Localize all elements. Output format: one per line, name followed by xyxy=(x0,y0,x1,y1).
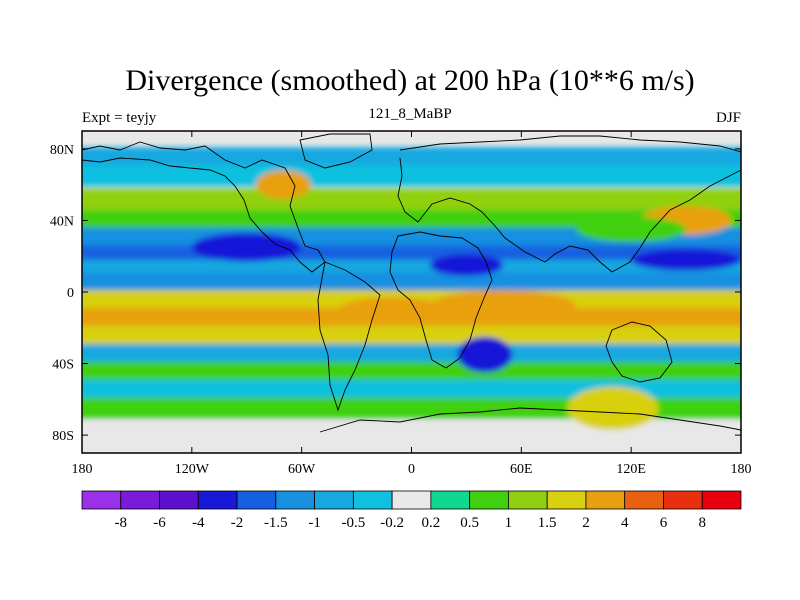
coastline-australia xyxy=(605,321,673,383)
field-band xyxy=(82,147,741,169)
colorbar-label: -0.2 xyxy=(380,515,404,531)
colorbar-box xyxy=(701,490,742,510)
run-label: 121_8_MaBP xyxy=(368,106,451,122)
colorbar-label: -0.5 xyxy=(341,515,365,531)
colorbar-label: -2 xyxy=(231,515,244,531)
y-tick-label: 0 xyxy=(67,286,74,301)
field-anomaly xyxy=(429,254,504,276)
colorbar-label: -8 xyxy=(115,515,128,531)
colorbar-label: -1.5 xyxy=(264,515,288,531)
colorbar-box xyxy=(275,490,315,510)
field-band xyxy=(82,272,741,294)
colorbar-box xyxy=(314,490,354,510)
colorbar-box xyxy=(430,490,471,510)
colorbar: -8 -6 -4 -2 -1.5 -1 -0.5 -0.2 0.2 0.5 1 1.5 2 4 6 8 xyxy=(81,490,742,531)
x-tick-label: 120E xyxy=(616,462,646,477)
colorbar-box xyxy=(120,490,160,510)
field-band xyxy=(82,343,741,366)
field-anomaly xyxy=(191,232,302,262)
colorbar-label: 0.5 xyxy=(460,515,479,531)
colorbar-label: 1 xyxy=(505,515,513,531)
coastline-eurasia xyxy=(397,135,741,273)
y-tick-label: 40S xyxy=(52,358,74,373)
latitude-axis: 80N 40N 0 40S 80S xyxy=(50,143,741,444)
y-tick-label: 80N xyxy=(50,143,74,158)
colorbar-box xyxy=(236,490,277,510)
x-tick-label: 60E xyxy=(510,462,533,477)
colorbar-box xyxy=(624,490,664,510)
x-tick-label: 120W xyxy=(175,462,210,477)
field-band xyxy=(82,420,741,443)
x-tick-label: 0 xyxy=(408,462,415,477)
coastline-outlines xyxy=(82,133,741,433)
colorbar-box xyxy=(663,490,703,510)
coastline-greenland xyxy=(299,133,373,169)
chart-title: Divergence (smoothed) at 200 hPa (10**6 … xyxy=(125,64,694,97)
colorbar-box xyxy=(391,490,432,510)
colorbar-label: 4 xyxy=(621,515,629,531)
colorbar-label: 6 xyxy=(660,515,668,531)
field-band xyxy=(82,188,741,210)
colorbar-box xyxy=(585,490,626,510)
colorbar-box xyxy=(469,490,509,510)
field-band xyxy=(82,361,741,384)
field-anomaly xyxy=(567,386,659,430)
field-anomaly xyxy=(576,216,687,242)
field-anomaly xyxy=(255,170,311,199)
field-anomaly xyxy=(429,290,577,323)
colorbar-label: 1.5 xyxy=(538,515,557,531)
colorbar-label: 8 xyxy=(698,515,706,531)
colorbar-box xyxy=(197,490,238,510)
colorbar-label: -6 xyxy=(153,515,166,531)
colorbar-label: -4 xyxy=(192,515,205,531)
map-plot-area xyxy=(82,131,741,453)
colorbar-label: 0.2 xyxy=(422,515,441,531)
coastline-antarctica xyxy=(319,407,741,433)
y-tick-label: 40N xyxy=(50,214,74,229)
field-anomaly xyxy=(631,249,741,271)
colorbar-label: -1 xyxy=(308,515,321,531)
longitude-axis: 180 120W 60W 0 60E 120E 180 xyxy=(72,131,752,477)
colorbar-box xyxy=(508,490,548,510)
coastline-south-america xyxy=(317,261,381,412)
divergence-field xyxy=(82,147,741,443)
field-band xyxy=(82,325,741,348)
colorbar-box xyxy=(81,490,122,510)
coastline-africa xyxy=(389,231,493,369)
field-anomaly xyxy=(457,336,513,373)
y-tick-label: 80S xyxy=(52,429,74,444)
x-tick-label: 60W xyxy=(288,462,316,477)
field-band xyxy=(82,209,741,232)
colorbar-label: 2 xyxy=(582,515,590,531)
colorbar-box xyxy=(546,490,587,510)
x-tick-label: 180 xyxy=(72,462,93,477)
colorbar-box xyxy=(159,490,199,510)
field-band xyxy=(82,164,741,187)
colorbar-box xyxy=(352,490,393,510)
field-anomaly xyxy=(338,297,449,323)
experiment-label: Expt = teyjy xyxy=(82,110,157,126)
x-tick-label: 180 xyxy=(731,462,752,477)
season-label: DJF xyxy=(716,110,741,126)
